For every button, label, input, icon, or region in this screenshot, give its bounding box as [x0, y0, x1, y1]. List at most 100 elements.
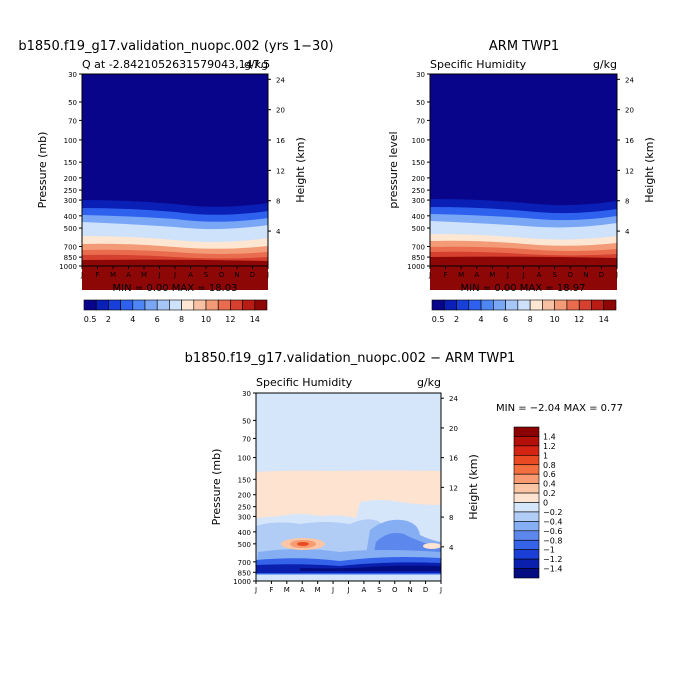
- y-tick-label: 150: [238, 476, 251, 484]
- x-tick-label: S: [377, 586, 382, 594]
- y2-tick-label: 24: [449, 395, 458, 403]
- colorbar-swatch: [513, 568, 540, 579]
- panel-model-title: b1850.f19_g17.validation_nuopc.002 (yrs …: [18, 39, 333, 54]
- panel-diff-contour: [256, 470, 441, 518]
- colorbar-swatch: [517, 299, 531, 311]
- x-tick-label: A: [188, 271, 193, 279]
- colorbar-label: −1.4: [543, 565, 562, 574]
- colorbar-swatch: [513, 445, 540, 456]
- x-tick-label: M: [284, 586, 290, 594]
- colorbar-swatch: [513, 436, 540, 447]
- colorbar-swatch: [513, 511, 540, 522]
- panel-obs-contour: [430, 256, 617, 290]
- y-tick-label: 30: [242, 390, 251, 398]
- x-tick-label: O: [392, 586, 398, 594]
- x-tick-label: N: [583, 271, 588, 279]
- y-tick-label: 850: [412, 254, 425, 262]
- y-tick-label: 70: [242, 435, 251, 443]
- x-tick-label: O: [567, 271, 573, 279]
- y-tick-label: 200: [238, 492, 251, 500]
- colorbar-label: 8: [179, 315, 184, 324]
- y-tick-label: 250: [64, 187, 77, 195]
- y2-tick-label: 12: [625, 167, 634, 175]
- x-tick-label: A: [362, 586, 367, 594]
- y2-tick-label: 16: [276, 137, 285, 145]
- colorbar-swatch: [217, 299, 231, 311]
- y-tick-label: 300: [412, 197, 425, 205]
- y-tick-label: 700: [412, 243, 425, 251]
- panel-model-plot: [81, 73, 269, 290]
- panel-diff-contour: [256, 575, 441, 581]
- colorbar-label: 0.5: [84, 315, 97, 324]
- panel-diff-contour: [297, 542, 309, 546]
- panel-obs-ylabel: pressure level: [387, 131, 400, 208]
- x-tick-label: M: [458, 271, 464, 279]
- x-tick-label: S: [204, 271, 209, 279]
- y-tick-label: 50: [68, 99, 77, 107]
- x-tick-label: F: [269, 586, 273, 594]
- y-tick-label: 50: [242, 417, 251, 425]
- colorbar-label: 6: [503, 315, 508, 324]
- panel-diff: b1850.f19_g17.validation_nuopc.002 − ARM…: [185, 351, 623, 594]
- colorbar-label: −1.2: [543, 555, 562, 564]
- colorbar-swatch: [513, 483, 540, 494]
- panel-diff-title: b1850.f19_g17.validation_nuopc.002 − ARM…: [185, 351, 516, 366]
- colorbar-label: 1.2: [543, 442, 556, 451]
- y-tick-label: 150: [64, 159, 77, 167]
- colorbar-swatch: [513, 549, 540, 560]
- panel-obs-units: g/kg: [593, 58, 617, 71]
- colorbar-swatch: [95, 299, 109, 311]
- colorbar-swatch: [603, 299, 617, 311]
- colorbar-label: −1: [543, 546, 555, 555]
- colorbar-label: 1.4: [543, 432, 556, 441]
- x-tick-label: M: [110, 271, 116, 279]
- panel-model-left-label: Q at -2.8421052631579043,147.5: [82, 58, 270, 71]
- colorbar-label: 0: [543, 499, 548, 508]
- y2-tick-label: 20: [276, 107, 285, 115]
- y-tick-label: 70: [416, 117, 425, 125]
- x-tick-label: J: [254, 586, 257, 594]
- y-tick-label: 400: [64, 213, 77, 221]
- colorbar-swatch: [513, 502, 540, 513]
- colorbar-swatch: [578, 299, 592, 311]
- colorbar-swatch: [144, 299, 158, 311]
- x-tick-label: J: [506, 271, 509, 279]
- colorbar-label: −0.8: [543, 536, 562, 545]
- panel-diff-plot: [255, 392, 442, 582]
- colorbar-swatch: [468, 299, 482, 311]
- colorbar-swatch: [513, 455, 540, 466]
- y2-tick-label: 4: [276, 228, 281, 236]
- y-tick-label: 700: [238, 559, 251, 567]
- colorbar-swatch: [443, 299, 457, 311]
- y2-tick-label: 8: [449, 514, 453, 522]
- colorbar-swatch: [242, 299, 256, 311]
- y-tick-label: 100: [64, 137, 77, 145]
- colorbar-swatch: [513, 464, 540, 475]
- colorbar-swatch: [181, 299, 195, 311]
- y-tick-label: 30: [416, 71, 425, 79]
- colorbar-swatch: [591, 299, 605, 311]
- x-tick-label: F: [444, 271, 448, 279]
- panel-diff-left-label: Specific Humidity: [256, 376, 353, 389]
- x-tick-label: S: [552, 271, 557, 279]
- colorbar-swatch: [431, 299, 445, 311]
- colorbar-swatch: [513, 530, 540, 541]
- colorbar-label: 12: [225, 315, 235, 324]
- colorbar-swatch: [566, 299, 580, 311]
- colorbar-swatch: [193, 299, 207, 311]
- y-tick-label: 100: [238, 455, 251, 463]
- y2-tick-label: 12: [449, 484, 458, 492]
- x-tick-label: M: [315, 586, 321, 594]
- panel-model-stats: MIN = 0.00 MAX = 18.03: [113, 283, 238, 294]
- x-tick-label: J: [615, 271, 618, 279]
- y-tick-label: 150: [412, 159, 425, 167]
- colorbar-swatch: [505, 299, 519, 311]
- y2-tick-label: 8: [625, 198, 629, 206]
- colorbar-label: 6: [155, 315, 160, 324]
- colorbar-label: 2: [454, 315, 459, 324]
- x-tick-label: F: [95, 271, 99, 279]
- panel-diff-stats: MIN = −2.04 MAX = 0.77: [496, 403, 623, 414]
